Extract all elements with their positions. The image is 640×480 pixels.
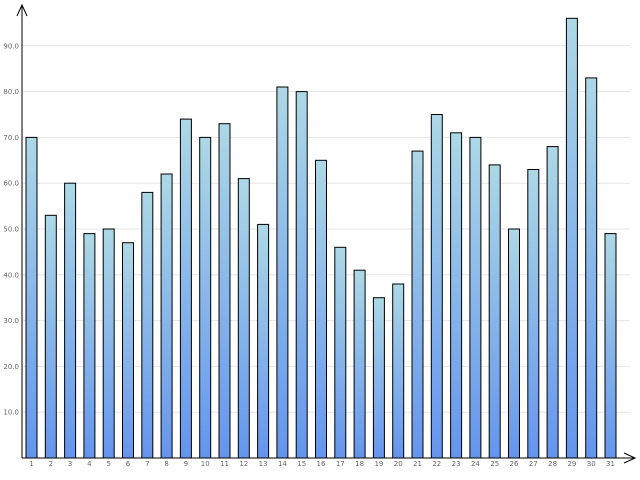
x-tick-label: 18 <box>355 460 364 468</box>
x-tick-label: 11 <box>220 460 229 468</box>
bar-19 <box>372 297 385 459</box>
bar-8 <box>160 173 173 459</box>
y-tick-label: 10.0 <box>3 409 19 417</box>
bar-20 <box>392 283 405 459</box>
y-tick-label: 20.0 <box>3 363 19 371</box>
y-tick-label: 50.0 <box>3 226 19 234</box>
x-axis-tick-labels: 1 2 3 4 5 6 7 8 9 10 11 12 13 14 15 16 17 18 19 20 21 22 23 24 2… <box>29 460 615 468</box>
x-tick-label: 17 <box>336 460 345 468</box>
x-tick-label: 22 <box>432 460 441 468</box>
x-tick-label: 10 <box>201 460 210 468</box>
bar-18 <box>353 269 366 459</box>
y-tick-label: 30.0 <box>3 317 19 325</box>
bar-30 <box>585 77 598 459</box>
y-axis-tick-labels: 10.0 20.0 30.0 40.0 50.0 60.0 70.0 80.0 90.0 <box>3 42 19 416</box>
bar-12 <box>237 178 250 459</box>
x-tick-label: 31 <box>606 460 615 468</box>
bar-15 <box>295 91 308 459</box>
y-tick-label: 90.0 <box>3 42 19 50</box>
bar-21 <box>411 150 424 459</box>
x-tick-label: 16 <box>317 460 326 468</box>
x-tick-label: 8 <box>164 460 168 468</box>
x-tick-label: 25 <box>490 460 499 468</box>
x-tick-label: 1 <box>29 460 33 468</box>
x-tick-label: 24 <box>471 460 480 468</box>
bar-16 <box>315 159 327 459</box>
x-tick-label: 3 <box>68 460 72 468</box>
y-tick-label: 40.0 <box>3 271 19 279</box>
x-tick-label: 26 <box>510 460 519 468</box>
bar-23 <box>450 132 463 459</box>
x-tick-label: 5 <box>106 460 110 468</box>
x-tick-label: 13 <box>259 460 268 468</box>
x-axis <box>22 452 637 464</box>
y-axis-arrow-icon <box>16 3 28 17</box>
bar-6 <box>122 242 134 459</box>
bar-4 <box>83 233 96 459</box>
x-tick-label: 27 <box>529 460 538 468</box>
bar-9 <box>179 118 192 459</box>
x-tick-label: 6 <box>126 460 131 468</box>
bar-5 <box>102 228 115 459</box>
x-axis-arrow-icon <box>623 452 637 464</box>
x-tick-label: 12 <box>239 460 248 468</box>
x-tick-label: 23 <box>452 460 461 468</box>
y-tick-label: 60.0 <box>3 180 19 188</box>
bar-3 <box>64 182 77 459</box>
bar-1 <box>25 136 38 459</box>
x-tick-label: 14 <box>278 460 287 468</box>
x-tick-label: 2 <box>49 460 53 468</box>
x-tick-label: 7 <box>145 460 149 468</box>
x-tick-label: 20 <box>394 460 403 468</box>
x-tick-label: 30 <box>587 460 596 468</box>
bar-7 <box>141 191 154 459</box>
bar-26 <box>508 228 520 459</box>
x-tick-label: 4 <box>87 460 92 468</box>
bar-14 <box>276 86 289 459</box>
bar-24 <box>469 136 482 459</box>
bar-11 <box>218 123 231 459</box>
x-tick-label: 28 <box>548 460 557 468</box>
bars <box>25 17 617 459</box>
x-tick-label: 19 <box>374 460 383 468</box>
x-tick-label: 21 <box>413 460 422 468</box>
x-tick-label: 9 <box>184 460 188 468</box>
bar-29 <box>565 17 578 459</box>
bar-25 <box>488 164 501 459</box>
y-axis <box>16 3 28 458</box>
bar-17 <box>334 246 347 459</box>
y-tick-label: 70.0 <box>3 134 19 142</box>
x-tick-label: 29 <box>567 460 576 468</box>
bar-2 <box>44 214 57 459</box>
bar-22 <box>430 114 443 459</box>
bar-27 <box>527 169 540 459</box>
y-tick-label: 80.0 <box>3 88 19 96</box>
bar-31 <box>604 233 617 459</box>
bar-28 <box>546 146 559 459</box>
bar-10 <box>199 136 212 459</box>
bar-13 <box>257 223 270 459</box>
x-tick-label: 15 <box>297 460 306 468</box>
